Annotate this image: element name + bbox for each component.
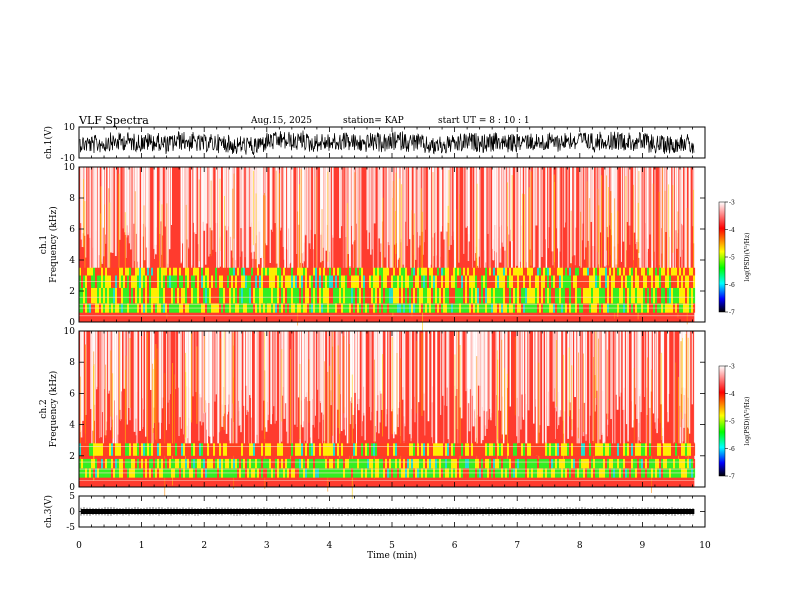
colorbar-ch2-tick-2: -5 <box>729 419 735 426</box>
panel3-ytick-3: 6 <box>69 389 75 399</box>
xtick-9: 9 <box>640 541 646 551</box>
colorbar-ch2-tick-0: -3 <box>729 364 735 371</box>
xtick-6: 6 <box>452 541 458 551</box>
ch1-ylabel: ch.1(V) <box>43 126 54 159</box>
panel2-ytick-2: 4 <box>69 256 75 266</box>
xtick-2: 2 <box>201 541 207 551</box>
colorbar-ch1-label: log(PSD)(V²/Hz) <box>744 233 751 282</box>
panel2-ytick-5: 10 <box>64 163 76 173</box>
xtick-1: 1 <box>139 541 145 551</box>
colorbar-ch1-tick-4: -7 <box>729 310 735 317</box>
panel4-ytick-2: -5 <box>66 523 75 533</box>
ch3-ylabel: ch.3(V) <box>43 495 54 528</box>
colorbar-ch2-tick-1: -4 <box>729 391 735 398</box>
date-label: Aug.15, 2025 <box>251 116 312 126</box>
x-axis-label: Time (min) <box>367 550 417 561</box>
panel3-ytick-5: 10 <box>64 327 76 337</box>
chart-title: VLF Spectra <box>79 114 149 127</box>
ch3-trace <box>81 509 695 514</box>
xtick-4: 4 <box>327 541 333 551</box>
ch2-ylabel-frequency: Frequency (kHz) <box>48 371 59 448</box>
panel3-ytick-2: 4 <box>69 421 75 431</box>
ch1-ylabel-channel: ch.1 <box>39 235 49 254</box>
colorbar-ch1-tick-1: -4 <box>729 227 735 234</box>
colorbar-ch2-tick-3: -6 <box>729 446 735 453</box>
start-time-label: start UT = 8 : 10 : 1 <box>438 116 530 126</box>
colorbar-ch1-tick-2: -5 <box>729 255 735 262</box>
colorbar-ch1-tick-3: -6 <box>729 282 735 289</box>
xtick-10: 10 <box>699 541 711 551</box>
xtick-7: 7 <box>514 541 520 551</box>
panel4-ytick-1: 0 <box>69 508 75 518</box>
panel2-ytick-4: 8 <box>69 194 75 204</box>
colorbar-ch2-tick-4: -7 <box>729 474 735 481</box>
panel3-ytick-1: 2 <box>69 452 75 462</box>
panel2-ytick-3: 6 <box>69 225 75 235</box>
panel2-ytick-0: 0 <box>69 318 75 328</box>
panel3-ytick-4: 8 <box>69 358 75 368</box>
colorbar-ch1 <box>718 201 726 313</box>
colorbar-ch2-label: log(PSD)(V²/Hz) <box>744 397 751 446</box>
panel1-ytick-1: -10 <box>61 154 76 164</box>
xtick-0: 0 <box>76 541 82 551</box>
panel1-ytick-0: 10 <box>64 123 76 133</box>
xtick-5: 5 <box>389 541 395 551</box>
colorbar-ch1-tick-0: -3 <box>729 200 735 207</box>
ch2-ylabel-channel: ch.2 <box>39 399 49 418</box>
panel3-ytick-0: 0 <box>69 483 75 493</box>
ch1-ylabel-frequency: Frequency (kHz) <box>48 206 59 283</box>
xtick-3: 3 <box>264 541 270 551</box>
station-label: station= KAP <box>343 116 404 126</box>
panel4-ytick-0: 5 <box>69 492 75 502</box>
colorbar-ch2 <box>718 365 726 477</box>
panel2-ytick-1: 2 <box>69 287 75 297</box>
xtick-8: 8 <box>577 541 583 551</box>
ch1-waveform <box>79 130 695 155</box>
